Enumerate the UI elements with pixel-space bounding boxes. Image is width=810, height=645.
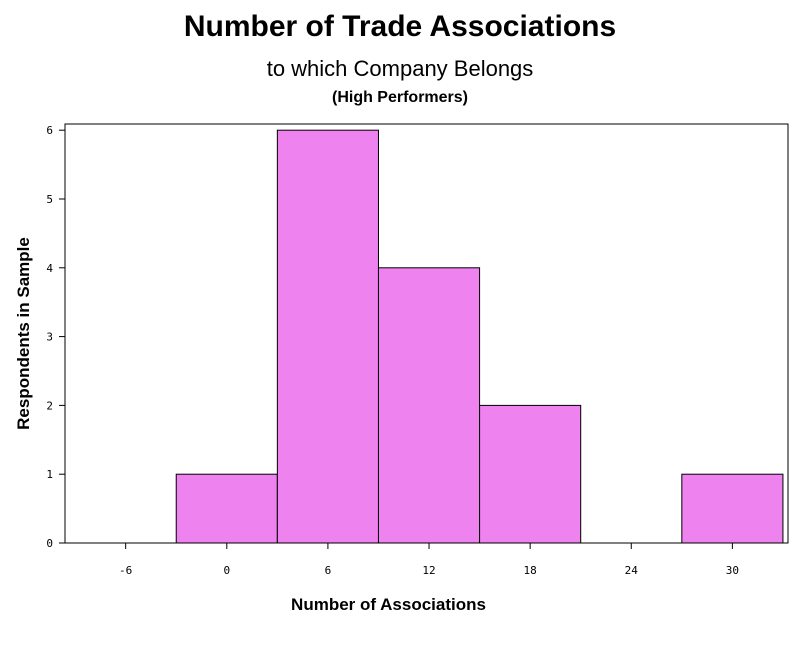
- x-tick-label: 0: [223, 564, 230, 577]
- chart-subtitle: to which Company Belongs: [266, 56, 534, 81]
- bar-30: [681, 473, 784, 544]
- y-tick-label: 6: [46, 124, 53, 137]
- y-axis: 0 1 2 3 4 5 6: [46, 124, 65, 550]
- y-tick-label: 3: [46, 331, 53, 344]
- y-tick-label: 0: [46, 537, 53, 550]
- x-tick-label: 30: [726, 564, 739, 577]
- y-tick-label: 4: [46, 262, 53, 275]
- x-tick-label: -6: [119, 564, 132, 577]
- plot-frame: [64, 123, 789, 544]
- x-tick-label: 18: [524, 564, 537, 577]
- bar-0: [175, 473, 278, 544]
- x-tick-label: 24: [625, 564, 639, 577]
- x-tick-label: 6: [325, 564, 332, 577]
- x-axis: -6 0 6 12 18 24 30: [119, 543, 739, 577]
- x-tick-label: 12: [422, 564, 435, 577]
- chart-title: Number of Trade Associations: [183, 10, 617, 43]
- chart-subsubtitle: (High Performers): [331, 89, 469, 106]
- x-axis-label: Number of Associations: [291, 595, 486, 614]
- y-axis-label: Respondents in Sample: [14, 237, 33, 430]
- y-tick-label: 5: [46, 193, 53, 206]
- y-tick-label: 1: [46, 468, 53, 481]
- bars-group: [175, 129, 784, 544]
- bar-6: [276, 129, 379, 544]
- bar-12: [377, 267, 481, 544]
- y-tick-label: 2: [46, 399, 53, 412]
- bar-18: [479, 404, 582, 544]
